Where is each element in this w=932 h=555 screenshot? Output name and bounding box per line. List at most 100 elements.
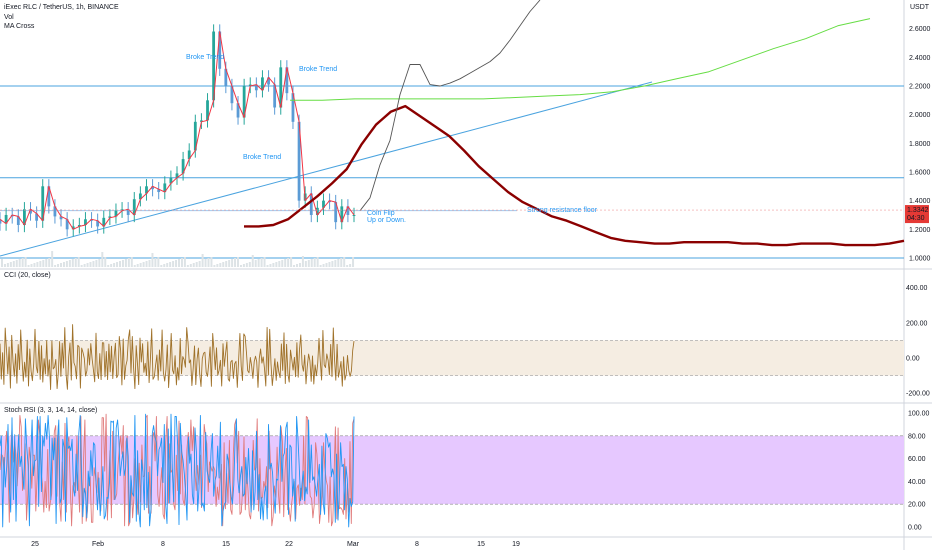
time-axis-tick-label: 8 [415,541,419,548]
price-candle [65,219,69,230]
volume-bar [307,260,310,267]
time-axis-tick-label: 8 [161,541,165,548]
price-candle [0,219,2,224]
volume-bar [175,260,178,267]
volume-bar [172,261,175,267]
time-axis-tick-label: 25 [31,541,39,548]
volume-bar [266,265,269,267]
cci-pane-title[interactable]: CCI (20, close) [4,272,51,279]
volume-bar [6,263,9,267]
price-candle [248,84,252,86]
volume-bar [18,259,21,267]
price-candle [352,214,356,216]
fast-ma-line [0,31,355,230]
cci-axis-tick-label: 400.00 [906,285,928,292]
stoch-axis-tick-label: 20.00 [908,502,926,509]
volume-bar [296,264,298,267]
ma-cross-indicator-label[interactable]: MA Cross [4,23,35,30]
volume-bar [36,262,39,267]
price-axis-tick-label: 1.0000 [909,255,931,262]
price-candle [47,186,51,207]
price-candle [114,210,118,217]
volume-bar [251,255,254,267]
price-candle [346,206,350,215]
price-candle [181,159,185,174]
vol-indicator-label[interactable]: Vol [4,14,14,21]
volume-bar [254,260,257,267]
price-candle [157,189,161,193]
volume-bar [293,265,296,267]
volume-bar [242,264,245,267]
annotation-broke-trend: Broke Trend [299,66,337,73]
price-candle [145,186,148,194]
volume-bar [257,259,260,267]
volume-bar [95,260,98,267]
volume-bar [290,257,293,267]
volume-bar [107,265,110,267]
cci-axis-tick-label: -200.00 [906,391,930,398]
volume-bar [130,257,133,267]
price-candle [84,219,87,226]
price-axis-tick-label: 1.6000 [909,169,931,176]
price-axis-unit: USDT [910,4,930,11]
volume-bar [328,262,331,267]
price-candle [218,31,222,69]
volume-bar [57,264,60,267]
volume-bar [239,265,242,267]
price-candle [212,31,216,101]
volume-bar [142,262,145,267]
volume-bar [110,264,113,267]
last-price-badge [905,205,929,224]
price-axis-tick-label: 1.2000 [909,227,931,234]
price-candle [236,103,240,118]
volume-bar [281,260,284,267]
annotation-coin-flip: Coin Flip [367,210,395,217]
volume-bar [62,262,65,267]
volume-bar [45,259,48,267]
volume-bar [287,258,290,267]
price-candle [273,84,277,108]
bar-countdown: 04:30 [907,215,925,222]
volume-bar [178,259,180,267]
volume-bar [322,264,325,267]
volume-bar [198,261,201,267]
volume-bar [148,260,151,267]
time-axis-tick-label: 22 [285,541,293,548]
volume-bar [349,264,352,267]
price-candle [41,186,45,221]
stoch-k-line [0,413,355,528]
price-candle [59,216,63,220]
stoch-axis-tick-label: 60.00 [908,456,926,463]
last-price-value: 1.3342 [907,207,929,214]
volume-bar [83,264,86,267]
volume-bar [139,263,142,267]
price-candle [315,207,319,215]
price-candle [224,68,228,86]
volume-bar [225,261,228,267]
price-candle [309,193,313,215]
time-axis-tick-label: Mar [347,541,360,548]
price-candle [16,216,20,226]
volume-bar [325,263,328,267]
volume-bar [331,261,334,267]
volume-bar [65,261,68,267]
volume-bar [33,263,36,267]
price-candle [285,67,289,94]
volume-bar [157,257,160,267]
price-candle [242,85,246,118]
price-candle [163,183,167,193]
price-candle [151,186,154,190]
annotation-broke-trend: Broke Trend [243,154,281,161]
volume-bar [228,260,231,267]
price-candle [340,206,344,223]
time-axis-tick-label: 15 [222,541,230,548]
volume-bar [1,259,3,267]
volume-bar [237,257,239,267]
cci-axis-tick-label: 0.00 [906,356,920,363]
stoch-rsi-pane-title[interactable]: Stoch RSI (3, 3, 14, 14, close) [4,407,98,414]
volume-bar [183,257,186,267]
volume-bar [222,262,225,267]
volume-bar [101,252,104,267]
